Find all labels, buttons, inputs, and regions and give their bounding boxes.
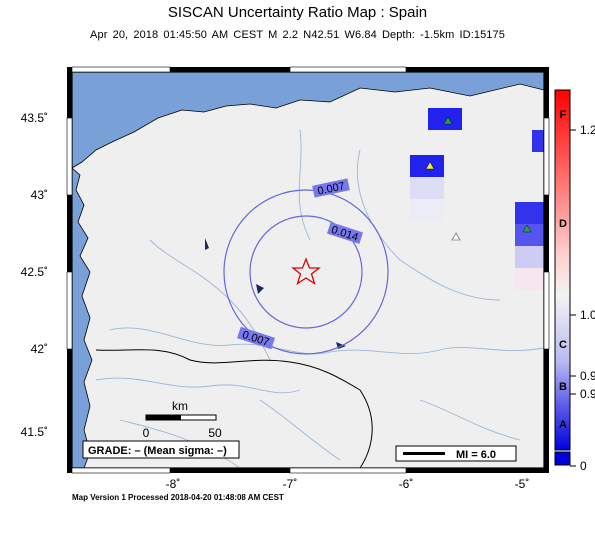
svg-text:0: 0 xyxy=(143,426,150,440)
contours xyxy=(223,189,389,355)
contour-label-1: 0.007 xyxy=(312,178,350,198)
event-info: Apr 20, 2018 01:45:50 AM CEST M 2.2 N42.… xyxy=(90,29,505,41)
uncertainty-cells xyxy=(410,108,544,290)
svg-text:F: F xyxy=(560,109,567,121)
svg-text:MI = 6.0: MI = 6.0 xyxy=(456,449,496,461)
frame-ticks xyxy=(66,66,550,474)
svg-text:1.2: 1.2 xyxy=(580,123,595,137)
svg-text:C: C xyxy=(559,339,567,351)
svg-text:0.9: 0.9 xyxy=(580,387,595,401)
svg-text:43˚: 43˚ xyxy=(31,188,48,202)
longitude-labels: -8˚ -7˚ -6˚ -5˚ xyxy=(166,477,530,491)
svg-text:-6˚: -6˚ xyxy=(399,477,414,491)
svg-text:GRADE: – (Mean sigma: –): GRADE: – (Mean sigma: –) xyxy=(88,445,227,457)
svg-text:41.5˚: 41.5˚ xyxy=(21,425,48,439)
svg-text:42.5˚: 42.5˚ xyxy=(21,265,48,279)
svg-text:-7˚: -7˚ xyxy=(283,477,298,491)
svg-text:0.007: 0.007 xyxy=(316,180,345,197)
map-area: 0.007 0.014 0.007 km 0 50 xyxy=(72,72,544,468)
svg-text:1.0: 1.0 xyxy=(580,308,595,322)
scale-bar: km 0 50 xyxy=(143,399,222,440)
svg-text:-5˚: -5˚ xyxy=(515,477,530,491)
svg-text:-8˚: -8˚ xyxy=(166,477,181,491)
map-title: SISCAN Uncertainty Ratio Map : Spain xyxy=(167,4,428,21)
svg-text:0.9: 0.9 xyxy=(580,369,595,383)
sea xyxy=(72,72,544,169)
mi-legend: MI = 6.0 xyxy=(395,445,517,462)
svg-text:B: B xyxy=(559,381,567,393)
svg-text:km: km xyxy=(172,399,188,413)
stations xyxy=(425,116,532,241)
svg-text:A: A xyxy=(559,419,567,431)
svg-text:D: D xyxy=(559,218,567,230)
svg-text:0: 0 xyxy=(580,459,587,473)
svg-text:42˚: 42˚ xyxy=(31,342,48,356)
latitude-labels: 43.5˚ 43˚ 42.5˚ 42˚ 41.5˚ xyxy=(21,111,48,439)
svg-text:43.5˚: 43.5˚ xyxy=(21,111,48,125)
grade-box: GRADE: – (Mean sigma: –) xyxy=(82,440,240,459)
colorbar: F D C B A 1.2 1.0 0.9 0.9 0 xyxy=(554,89,595,473)
processing-note: Map Version 1 Processed 2018-04-20 01:48… xyxy=(72,493,284,502)
epicenter-star-icon xyxy=(291,257,321,286)
svg-text:50: 50 xyxy=(208,426,222,440)
